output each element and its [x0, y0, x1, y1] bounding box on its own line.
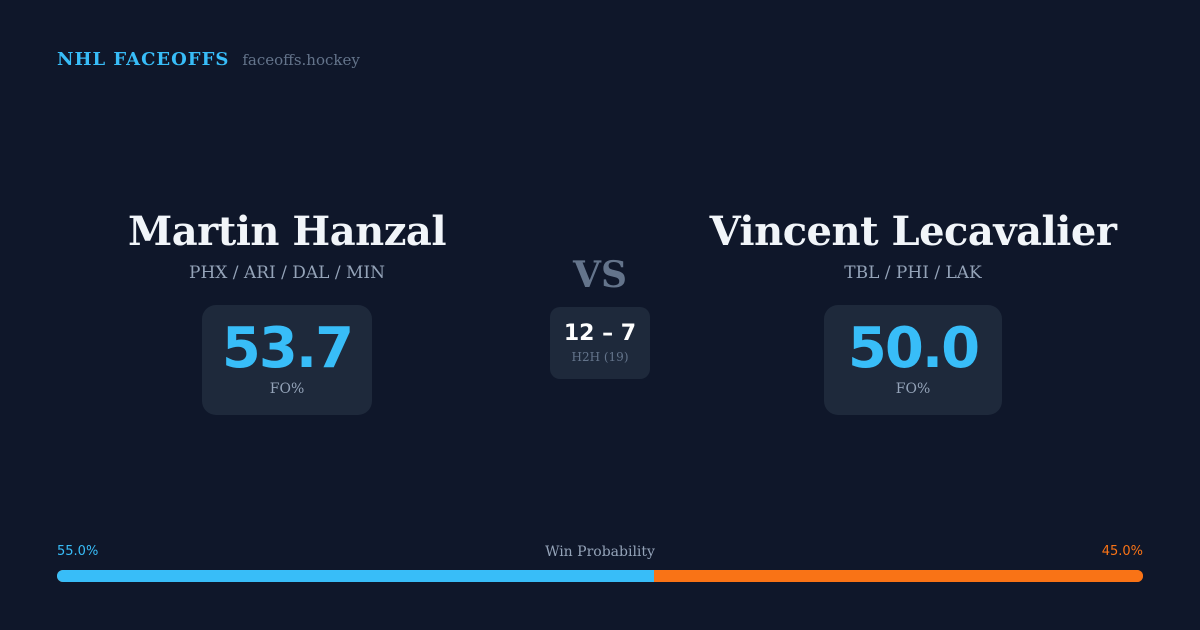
win-prob-right: 45.0% — [1101, 544, 1143, 559]
player-1-name: Martin Hanzal — [127, 208, 447, 255]
vs-label: VS — [573, 254, 627, 296]
player-2-fo-pct: 50.0 — [847, 316, 980, 381]
player-2-name: Vincent Lecavalier — [709, 208, 1117, 255]
h2h-label: H2H (19) — [571, 350, 629, 364]
win-probability-bar — [57, 570, 1143, 582]
win-prob-left: 55.0% — [57, 544, 99, 559]
player-1: Martin Hanzal PHX / ARI / DAL / MIN 53.7… — [67, 208, 507, 415]
win-prob-bar-right — [654, 570, 1143, 582]
brand: NHL FACEOFFS faceoffs.hockey — [57, 49, 360, 70]
player-1-fo-card: 53.7 FO% — [202, 305, 372, 415]
win-probability-labels: 55.0% Win Probability 45.0% — [57, 544, 1143, 560]
win-prob-bar-left — [57, 570, 655, 582]
brand-url: faceoffs.hockey — [242, 51, 360, 69]
player-1-fo-label: FO% — [269, 381, 305, 397]
player-1-fo-pct: 53.7 — [221, 316, 354, 381]
win-prob-title: Win Probability — [545, 544, 655, 560]
player-1-teams: PHX / ARI / DAL / MIN — [189, 263, 385, 283]
player-2-teams: TBL / PHI / LAK — [844, 263, 982, 283]
player-2-fo-label: FO% — [895, 381, 931, 397]
h2h-card: 12 – 7 H2H (19) — [550, 307, 650, 379]
h2h-score: 12 – 7 — [563, 321, 637, 346]
brand-name: NHL FACEOFFS — [57, 49, 230, 70]
player-2-fo-card: 50.0 FO% — [824, 305, 1002, 415]
player-2: Vincent Lecavalier TBL / PHI / LAK 50.0 … — [693, 208, 1133, 415]
